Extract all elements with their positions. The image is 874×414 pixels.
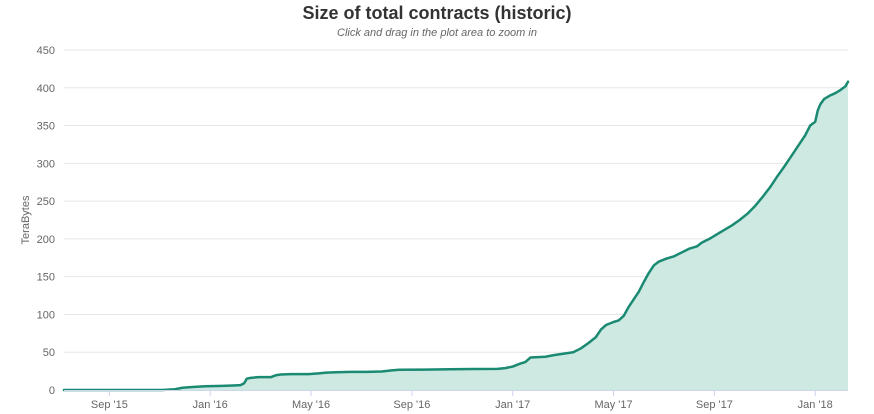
- y-axis-title: TeraBytes: [20, 195, 32, 244]
- x-tick-label: Jan '17: [495, 399, 530, 411]
- y-tick-label: 150: [37, 272, 55, 284]
- x-tick-label: May '17: [594, 399, 632, 411]
- series-area-group: [62, 80, 850, 392]
- y-tick-label: 350: [37, 121, 55, 133]
- y-tick-label: 100: [37, 309, 55, 321]
- y-tick-label: 0: [49, 385, 55, 397]
- y-tick-label: 50: [43, 347, 55, 359]
- y-tick-label: 450: [37, 45, 55, 57]
- x-tick-label: Sep '15: [91, 399, 128, 411]
- y-tick-label: 400: [37, 83, 55, 95]
- x-tick-label: Jan '16: [193, 399, 228, 411]
- x-tick-label: Jan '18: [798, 399, 833, 411]
- y-tick-label: 250: [37, 196, 55, 208]
- series-area-fill: [64, 81, 848, 390]
- series-line[interactable]: [62, 80, 850, 392]
- y-tick-label: 200: [37, 234, 55, 246]
- axes: 0 50 100 150 200 250 300 350 400 450 Sep '15 Jan '1…: [37, 45, 848, 411]
- y-tick-label: 300: [37, 158, 55, 170]
- chart-title: Size of total contracts (historic): [302, 3, 572, 23]
- chart-subtitle: Click and drag in the plot area to zoom …: [337, 27, 537, 39]
- x-tick-label: Sep '17: [696, 399, 733, 411]
- x-tick-label: May '16: [292, 399, 330, 411]
- x-tick-label: Sep '16: [393, 399, 430, 411]
